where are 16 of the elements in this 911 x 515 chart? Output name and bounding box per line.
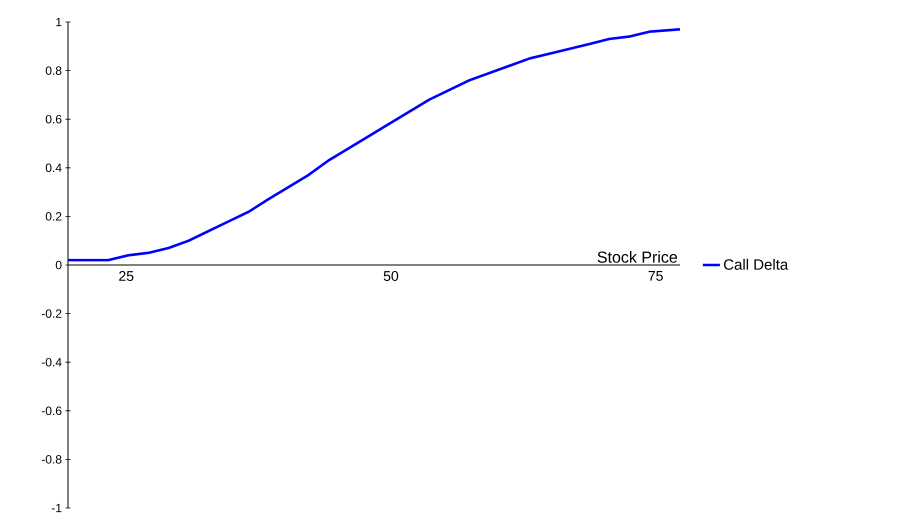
y-tick-label: -0.8 xyxy=(42,454,62,464)
y-tick-label: -0.2 xyxy=(42,309,62,318)
y-tick-label: 0.8 xyxy=(46,66,62,75)
legend-label: Call Delta xyxy=(724,258,788,270)
x-tick-label: 75 xyxy=(648,270,663,281)
y-tick-label: -1 xyxy=(52,504,62,512)
y-tick-label: 0.4 xyxy=(46,163,62,172)
x-tick-label: 25 xyxy=(119,270,134,281)
y-tick-label: -0.4 xyxy=(42,358,62,366)
y-tick-label: 0.6 xyxy=(46,114,62,124)
y-tick-label: -0.6 xyxy=(42,406,62,415)
y-tick-label: 1 xyxy=(56,18,62,26)
y-tick-label: 0 xyxy=(56,260,62,270)
x-axis-title: Stock Price xyxy=(598,250,678,263)
y-tick-label: 0.2 xyxy=(46,212,62,220)
x-tick-label: 50 xyxy=(384,270,398,281)
